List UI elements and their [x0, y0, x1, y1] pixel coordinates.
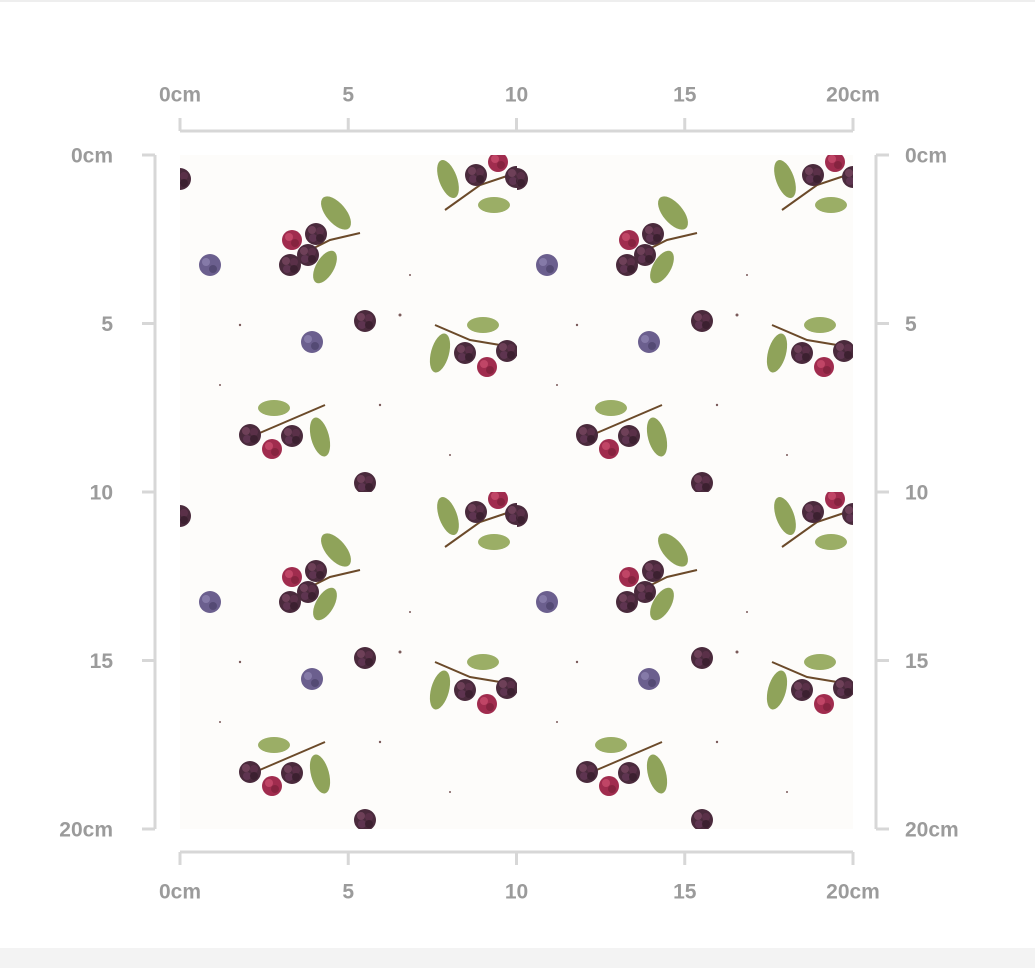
ruler-label: 20cm [826, 84, 880, 107]
ruler-label: 10 [905, 482, 928, 505]
ruler-label: 0cm [159, 881, 201, 904]
ruler-label: 0cm [905, 145, 947, 168]
ruler-label: 5 [342, 84, 354, 107]
footer-strip [0, 948, 1035, 968]
ruler-label: 15 [905, 650, 929, 673]
ruler-label: 20cm [826, 881, 880, 904]
ruler-label: 5 [905, 313, 917, 336]
ruler-label: 15 [90, 650, 114, 673]
ruler-label: 15 [673, 84, 697, 107]
ruler-label: 15 [673, 881, 697, 904]
ruler-label: 10 [505, 881, 528, 904]
ruler-label: 10 [90, 482, 113, 505]
ruler-label: 10 [505, 84, 528, 107]
ruler-label: 0cm [159, 84, 201, 107]
rulers: 0cm 5 10 15 20cm 0cm 5 10 15 20cm 0cm 5 10 15 20cm 0cm 5… [59, 84, 958, 904]
ruler-label: 20cm [59, 819, 113, 842]
ruler-label: 5 [101, 313, 113, 336]
ruler-label: 0cm [71, 145, 113, 168]
fabric-pattern [180, 155, 853, 829]
ruler-label: 5 [342, 881, 354, 904]
ruler-label: 20cm [905, 819, 959, 842]
